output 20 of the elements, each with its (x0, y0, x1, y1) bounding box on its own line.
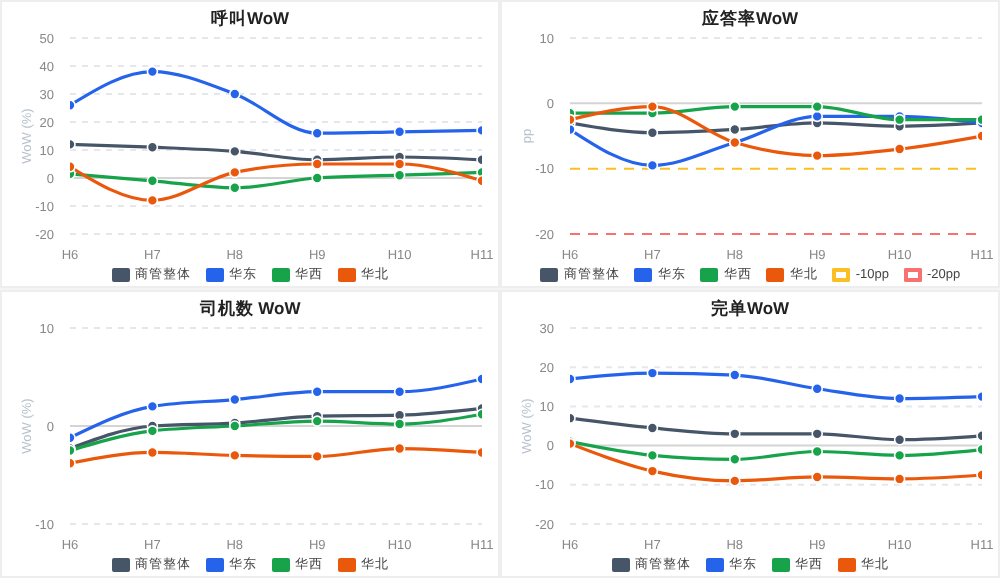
point (729, 369, 741, 381)
point (893, 143, 906, 155)
point (811, 471, 823, 483)
chart-title: 完单WoW (708, 296, 792, 320)
point (393, 418, 406, 430)
point (646, 422, 659, 434)
point (393, 158, 406, 170)
chart-title: 呼叫WoW (208, 6, 292, 30)
point (311, 172, 323, 184)
point (229, 88, 241, 100)
chart-title: 司机数 WoW (197, 296, 303, 320)
point (729, 475, 741, 487)
point (646, 100, 659, 113)
line-series (570, 412, 982, 446)
point (893, 473, 906, 485)
point (811, 100, 823, 113)
point (311, 415, 323, 427)
line-series (570, 367, 982, 405)
point (646, 367, 659, 379)
chart-title: 应答率WoW (699, 6, 801, 30)
